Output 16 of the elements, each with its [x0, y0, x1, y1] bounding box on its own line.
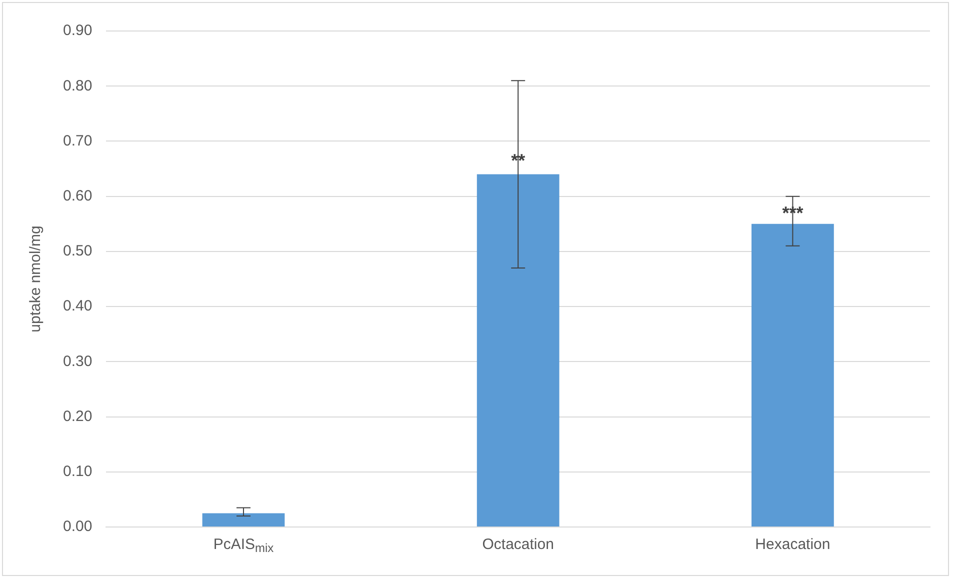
y-tick-label: 0.20	[62, 408, 92, 425]
y-tick-label: 0.90	[62, 22, 92, 40]
y-tick-label: 0.70	[62, 132, 92, 150]
y-axis-title: uptake nmol/mg	[27, 226, 44, 332]
x-tick-label: Hexacation	[755, 536, 830, 554]
x-tick-label: Octacation	[482, 536, 554, 554]
y-tick-label: 0.30	[62, 352, 92, 370]
bar	[476, 174, 560, 526]
y-tick-label: 0.50	[62, 242, 92, 260]
bar	[752, 224, 834, 526]
y-tick-label: 0.60	[62, 187, 92, 204]
y-tick-label: 0.00	[62, 518, 92, 536]
y-tick-label: 0.40	[62, 298, 92, 315]
y-tick-label: 0.10	[62, 463, 92, 480]
bar	[202, 513, 285, 526]
y-tick-label: 0.80	[62, 77, 92, 94]
